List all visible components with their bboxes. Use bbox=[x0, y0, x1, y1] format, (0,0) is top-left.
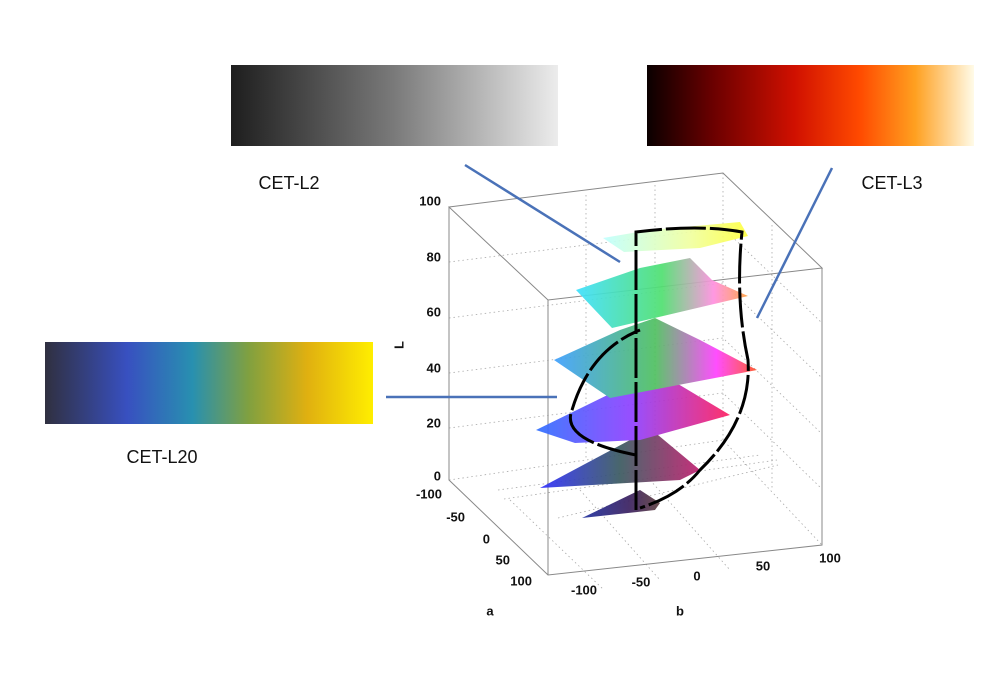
tick-label: 100 bbox=[510, 573, 532, 588]
axis-label: a bbox=[486, 603, 494, 618]
tick-label: 40 bbox=[427, 360, 441, 375]
tick-label: 20 bbox=[427, 415, 441, 430]
colormap-strip bbox=[647, 65, 974, 146]
colormap-strip bbox=[231, 65, 558, 146]
tick-label: 80 bbox=[427, 249, 441, 264]
tick-label: 0 bbox=[483, 531, 490, 546]
tick-label: -50 bbox=[446, 509, 465, 524]
tick-label: 50 bbox=[756, 558, 770, 573]
colormap-path bbox=[568, 226, 750, 510]
colormap-label: CET-L3 bbox=[861, 173, 922, 193]
tick-label: -100 bbox=[416, 486, 442, 501]
colormap-label: CET-L20 bbox=[126, 447, 197, 467]
connector bbox=[386, 163, 834, 399]
tick-label: 50 bbox=[496, 552, 510, 567]
tick-label: 0 bbox=[693, 568, 700, 583]
tick-label: 100 bbox=[419, 193, 441, 208]
tick-label: -50 bbox=[632, 574, 651, 589]
axis-label: L bbox=[391, 341, 406, 349]
axis-label: b bbox=[676, 603, 684, 618]
tick-label: -100 bbox=[571, 582, 597, 597]
tick-label: 60 bbox=[427, 304, 441, 319]
color-slices bbox=[536, 222, 757, 518]
tick-label: 100 bbox=[819, 550, 841, 565]
tick-label: 0 bbox=[434, 468, 441, 483]
colormap-label: CET-L2 bbox=[258, 173, 319, 193]
colormap-strip bbox=[45, 342, 373, 424]
plot-box bbox=[447, 172, 824, 591]
